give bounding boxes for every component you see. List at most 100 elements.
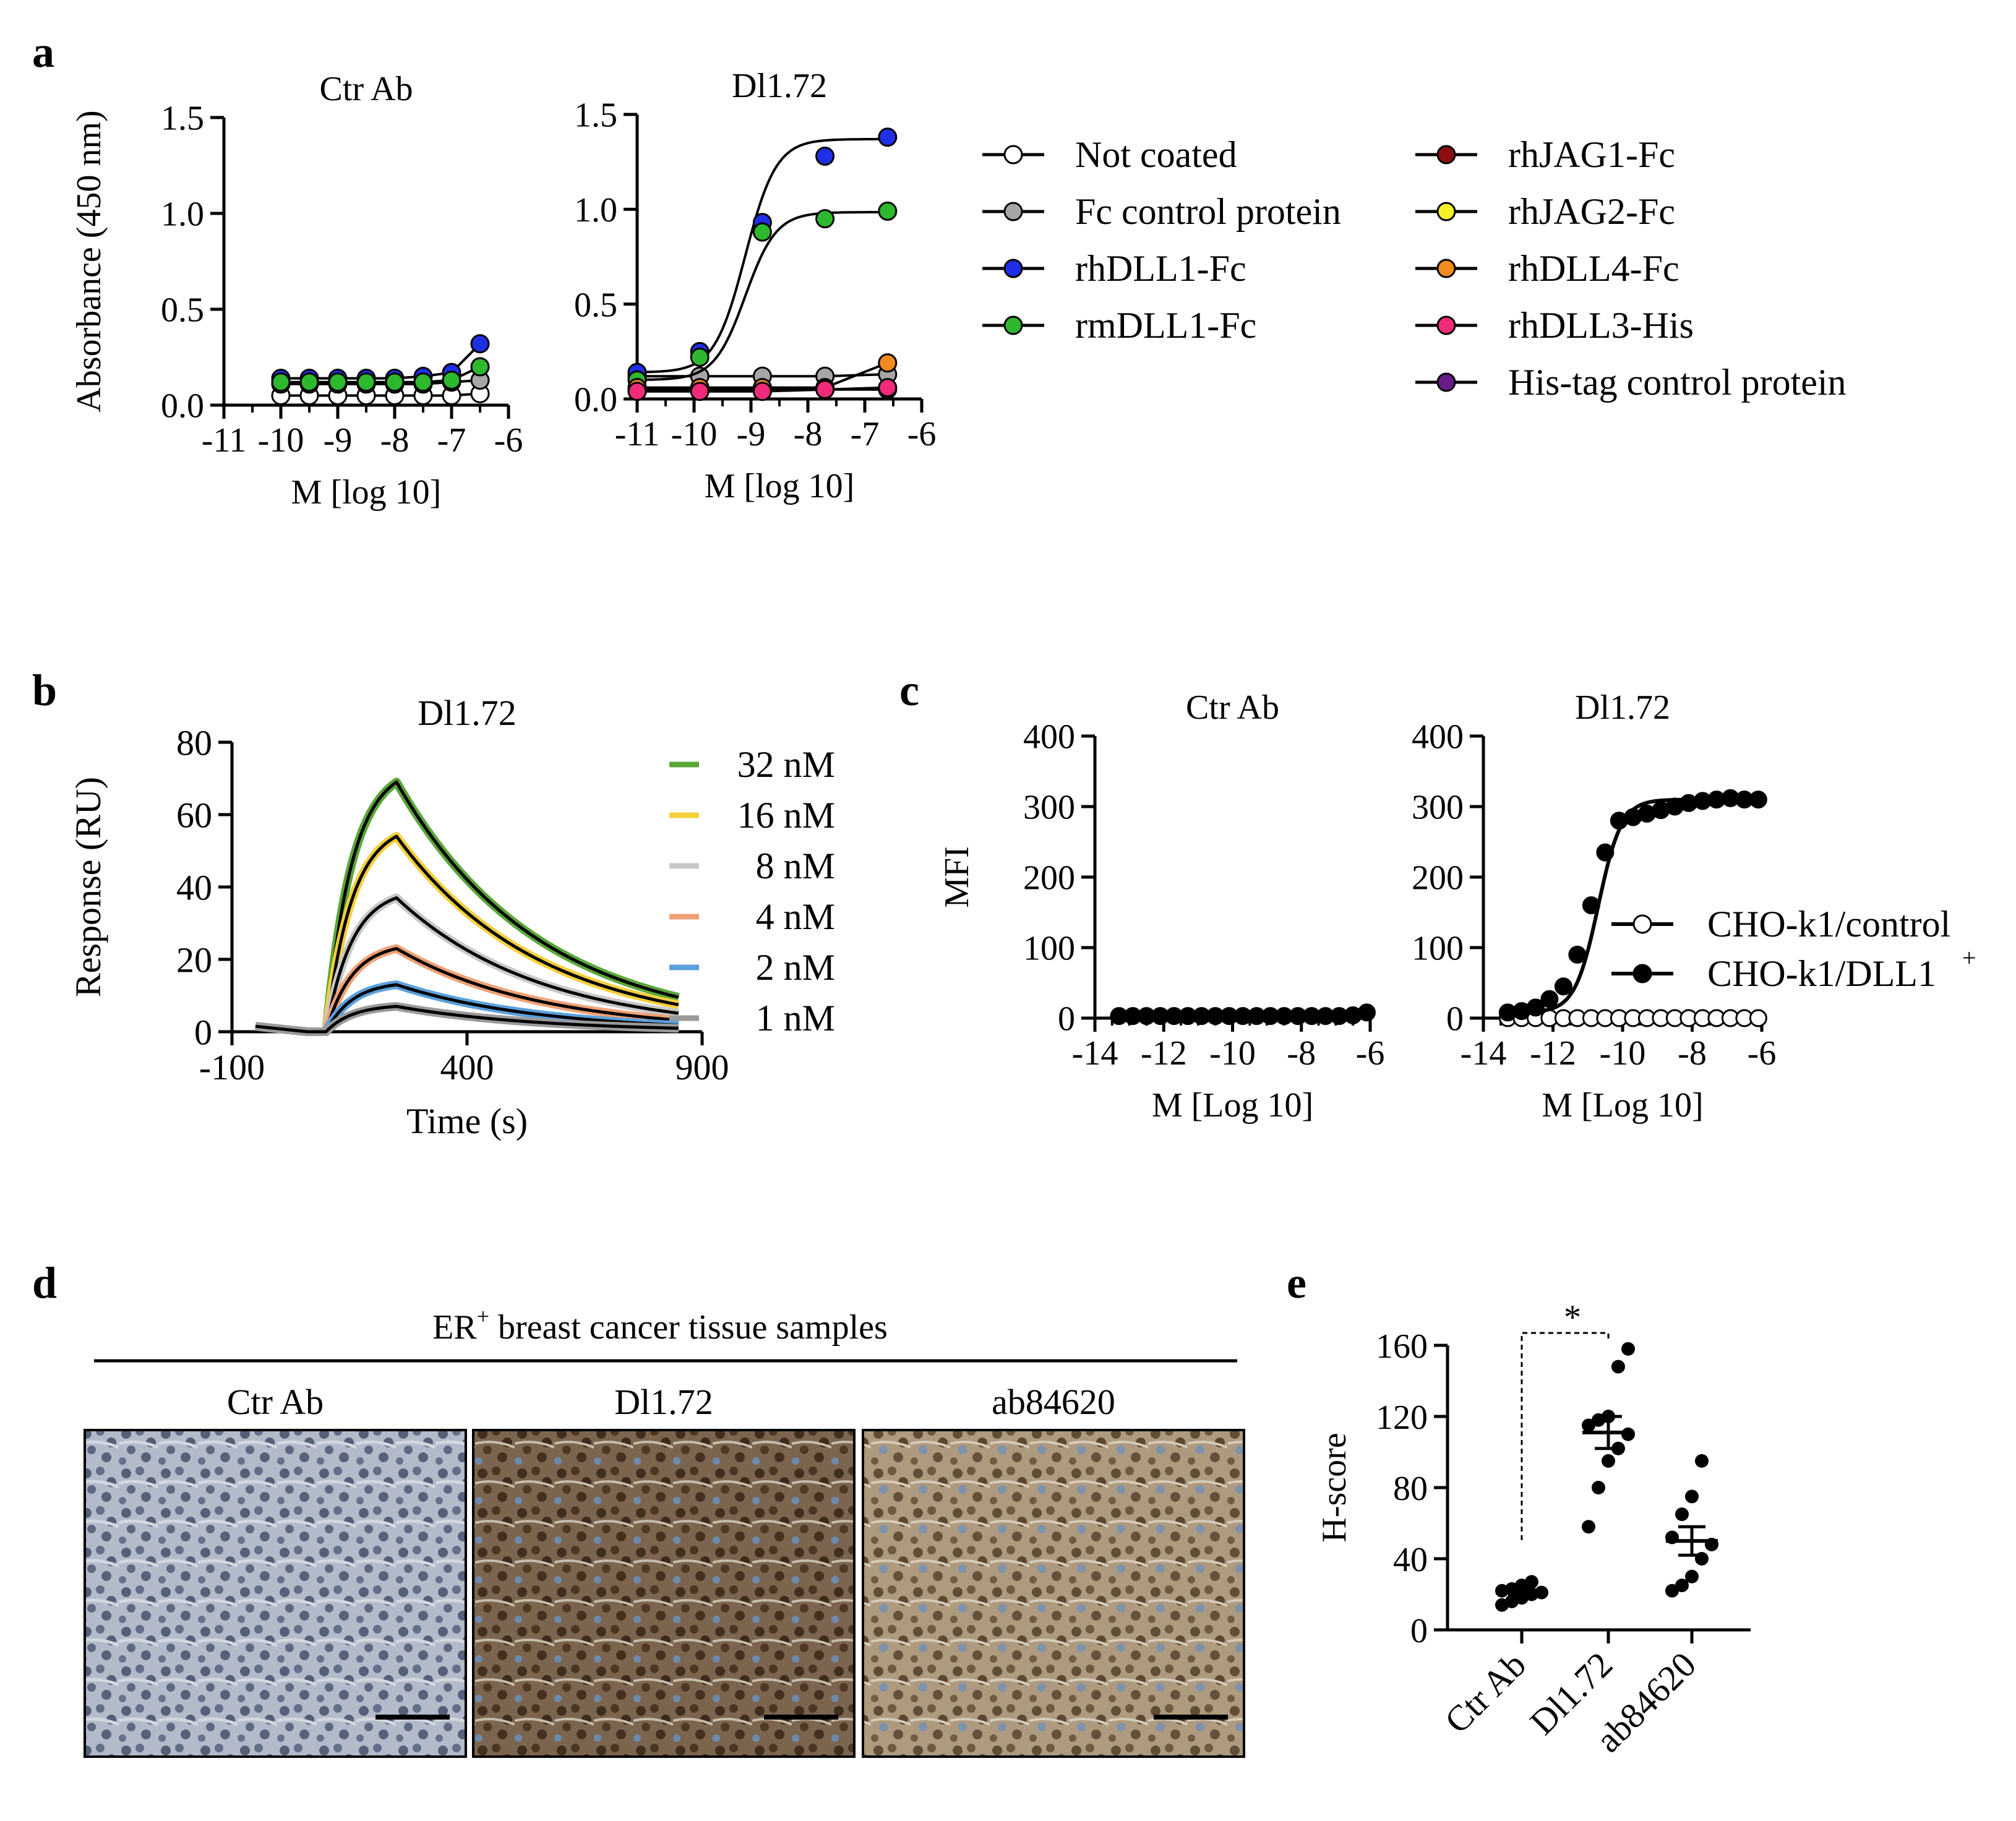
y-tick-label: 100 [1412,930,1464,968]
x-tick-label: 400 [440,1047,494,1087]
data-point [1749,1009,1767,1027]
data-point [690,382,710,401]
data-point [1685,1569,1699,1583]
data-point [271,372,291,392]
legend-marker [1436,145,1456,165]
y-tick-label: 80 [176,722,212,763]
x-tick-label: -7 [437,421,466,460]
x-tick-label: -11 [615,415,660,453]
significance-star: * [1564,1298,1581,1337]
sensorgram-fit [255,983,679,1034]
legend-label: 2 nM [756,947,835,988]
x-tick-label: -10 [671,415,718,453]
data-point [470,334,490,354]
legend-marker [1436,259,1456,278]
legend-marker [1436,372,1456,392]
legend-label: rhJAG2-Fc [1508,191,1675,232]
data-point [690,348,710,367]
panel-label-b: b [32,666,57,715]
y-tick-label: 40 [176,867,212,907]
x-tick-label: -8 [1287,1034,1316,1073]
y-tick-label: 1.5 [161,100,204,138]
data-point [627,382,647,401]
legend-marker [1436,315,1456,335]
legend-label: 32 nM [737,744,835,785]
y-tick-label: 400 [1412,718,1464,756]
legend-marker [1003,145,1023,165]
data-point [878,353,898,373]
data-point [815,209,835,229]
x-tick-label: -10 [258,421,304,460]
y-tick-label: 1.5 [574,96,617,135]
category-label: Ctr Ab [1437,1644,1533,1741]
y-tick-label: 0.0 [161,387,204,426]
y-tick-label: 40 [1393,1541,1428,1579]
data-point [1675,1507,1689,1522]
x-tick-label: -9 [737,415,766,453]
y-axis-label: H-score [1315,1433,1353,1542]
legend-label: Not coated [1075,134,1237,175]
data-point [442,371,461,390]
fit-curve [637,137,888,374]
tissue-texture [474,1431,853,1755]
legend-marker [1003,259,1023,278]
data-point [1540,990,1559,1008]
data-point [1685,1489,1699,1504]
data-point [815,146,835,166]
legend-marker [1632,964,1652,983]
data-point [878,127,898,147]
x-tick-label: -11 [202,421,247,460]
x-tick-label: 900 [676,1047,729,1087]
tissue-column-label: Ctr Ab [227,1382,324,1422]
x-tick-label: -8 [380,421,410,460]
legend-marker [1003,202,1023,221]
chart-c-dl172-mfi: 0 100 200 300 400 -14 -12 -10 -8 -6 Dl1.72 M [Log 1… [1412,688,1976,1125]
x-tick-label: -12 [1141,1034,1187,1073]
data-point [878,378,898,398]
y-tick-label: 160 [1376,1327,1428,1366]
y-tick-label: 60 [176,795,212,835]
x-tick-label: -6 [1356,1034,1385,1073]
x-tick-label: -12 [1530,1034,1576,1073]
data-point [385,372,405,392]
tissue-column-label: Dl1.72 [614,1382,713,1422]
chart-b-spr-response: 0 20 40 60 80 -100 400 900 Dl1.72 Time (s) Respons… [68,693,835,1141]
legend-label: CHO-k1/DLL1 [1707,953,1936,994]
y-tick-label: 0 [1446,1000,1464,1039]
y-tick-label: 120 [1376,1399,1428,1437]
legend-marker [1436,202,1456,221]
legend-label: 8 nM [756,846,835,886]
panel-d-title: ER+ breast cancer tissue samples [432,1304,888,1347]
legend-superscript: + [1962,944,1976,972]
tissue-texture [86,1431,465,1755]
sensorgram-data [255,778,681,1036]
legend-label: rhDLL4-Fc [1508,248,1679,289]
x-axis-label: Time (s) [406,1101,528,1141]
chart-title: Dl1.72 [732,67,827,105]
data-point [1357,1003,1376,1022]
fit-curve [637,211,888,382]
y-axis-label: MFI [938,846,976,908]
tissue-column-label: ab84620 [992,1382,1115,1422]
data-point [470,357,490,377]
data-point [1596,843,1615,862]
data-point [356,372,376,392]
x-tick-label: -6 [1748,1034,1777,1073]
sensorgram-fit [255,834,679,1034]
panel-label-d: d [32,1258,57,1308]
y-tick-label: 20 [176,940,212,980]
legend-label: rhJAG1-Fc [1508,134,1675,175]
y-tick-label: 0 [1058,1000,1075,1039]
data-point [1582,1520,1595,1534]
panel-label-c: c [899,666,919,715]
x-axis-label: M [log 10] [291,473,442,512]
panel-label-a: a [32,27,54,77]
x-tick-label: -8 [794,415,823,453]
legend-marker [1632,914,1652,934]
y-tick-label: 400 [1023,718,1075,756]
data-point [878,201,898,221]
data-point [1602,1454,1615,1468]
data-point [1695,1454,1709,1468]
y-tick-label: 200 [1023,859,1075,898]
